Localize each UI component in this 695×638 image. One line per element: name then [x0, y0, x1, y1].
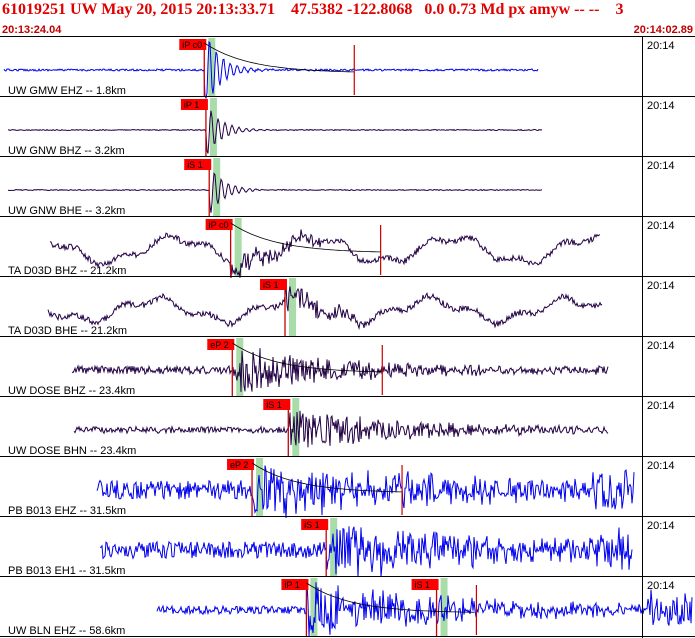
pick-label-box: [263, 399, 291, 410]
waveform: [100, 526, 633, 578]
minute-tick-label: 20:14: [647, 160, 675, 172]
pick-window: [310, 578, 318, 637]
pick-window: [213, 158, 221, 217]
window-start-time: 20:13:24.04: [2, 24, 62, 36]
waveform: [47, 284, 603, 331]
pick-label: eP 2: [230, 460, 248, 470]
waveform: [96, 465, 635, 519]
pick-label-box: [227, 459, 255, 470]
pick-window: [292, 398, 300, 457]
pick-window: [234, 218, 242, 277]
trace-row-7: iS 1 UW DOSE BHN -- 23.4km 20:14: [0, 398, 695, 457]
pick-label: iS 1: [266, 400, 282, 410]
minute-tick-label: 20:14: [647, 340, 675, 352]
minute-tick-label: 20:14: [647, 220, 675, 232]
waveform: [49, 229, 601, 279]
event-title: 61019251 UW May 20, 2015 20:13:33.71 47.…: [2, 1, 624, 18]
trace-row-3: iS 1 UW GNW BHE -- 3.2km 20:14: [0, 158, 695, 217]
waveform: [156, 582, 693, 637]
pick-window: [256, 458, 264, 517]
minute-tick-label: 20:14: [647, 40, 675, 52]
trace-row-2: iP 1 UW GNW BHZ -- 3.2km 20:14: [0, 98, 695, 157]
minute-tick-label: 20:14: [647, 520, 675, 532]
pick-label: iP c0: [182, 40, 202, 50]
pick-window: [209, 98, 217, 157]
waveform: [7, 172, 543, 213]
pick-label: iS 1: [187, 160, 203, 170]
pick-label: iS 1: [263, 280, 279, 290]
pick-label-box: [184, 159, 212, 170]
minute-tick-label: 20:14: [647, 100, 675, 112]
station-label: TA D03D BHZ -- 21.2km: [8, 265, 126, 277]
pick-label: iS 1: [415, 580, 431, 590]
pick-window: [288, 278, 296, 337]
waveform: [3, 40, 539, 100]
station-label: UW DOSE BHN -- 23.4km: [8, 445, 136, 457]
waveform: [73, 410, 609, 448]
pick-label: iP 1: [284, 580, 299, 590]
station-label: UW GNW BHZ -- 3.2km: [8, 145, 125, 157]
station-label: PB B013 EHZ -- 31.5km: [8, 505, 126, 517]
pick-label: eP 2: [210, 340, 228, 350]
pick-label-box: [259, 279, 287, 290]
station-label: UW DOSE BHZ -- 23.4km: [8, 385, 135, 397]
pick-label-box: [281, 579, 309, 590]
trace-row-8: eP 2 PB B013 EHZ -- 31.5km 20:14: [0, 458, 695, 519]
pick-label-box: [179, 39, 207, 50]
minute-tick-label: 20:14: [647, 400, 675, 412]
station-label: UW GMW EHZ -- 1.8km: [8, 85, 126, 97]
trace-row-6: eP 2 UW DOSE BHZ -- 23.4km 20:14: [0, 338, 695, 397]
trace-row-10: iP 1 iS 1 UW BLN EHZ -- 58.6km 20:14: [0, 578, 695, 637]
coda-curve: [232, 342, 383, 373]
window-end-time: 20:14:02.89: [633, 24, 693, 36]
station-label: TA D03D BHE -- 21.2km: [8, 325, 127, 337]
coda-curve: [251, 462, 402, 493]
waveform: [71, 348, 609, 392]
pick-label-box: [411, 579, 439, 590]
pick-label: iP c0: [209, 220, 229, 230]
coda-curve: [230, 222, 381, 253]
waveform: [7, 110, 543, 154]
pick-label-box: [205, 219, 233, 230]
trace-row-4: iP c0 TA D03D BHZ -- 21.2km 20:14: [0, 218, 695, 279]
minute-tick-label: 20:14: [647, 580, 675, 592]
station-label: PB B013 EH1 -- 31.5km: [8, 565, 125, 577]
pick-label: iP 1: [184, 100, 199, 110]
coda-curve: [204, 42, 355, 73]
trace-row-9: iS 1 PB B013 EH1 -- 31.5km 20:14: [0, 518, 695, 578]
pick-window: [208, 38, 216, 97]
pick-label-box: [180, 99, 208, 110]
pick-window: [440, 578, 448, 637]
station-label: UW BLN EHZ -- 58.6km: [8, 625, 125, 637]
event-header: 61019251 UW May 20, 2015 20:13:33.71 47.…: [0, 0, 695, 36]
station-label: UW GNW BHE -- 3.2km: [8, 205, 125, 217]
trace-row-5: iS 1 TA D03D BHE -- 21.2km 20:14: [0, 278, 695, 337]
minute-tick-label: 20:14: [647, 280, 675, 292]
coda-curve: [306, 582, 475, 613]
minute-tick-label: 20:14: [647, 460, 675, 472]
pick-label-box: [207, 339, 235, 350]
pick-label-box: [301, 519, 329, 530]
pick-label: iS 1: [304, 520, 320, 530]
trace-row-1: iP c0 UW GMW EHZ -- 1.8km 20:14: [0, 38, 695, 100]
